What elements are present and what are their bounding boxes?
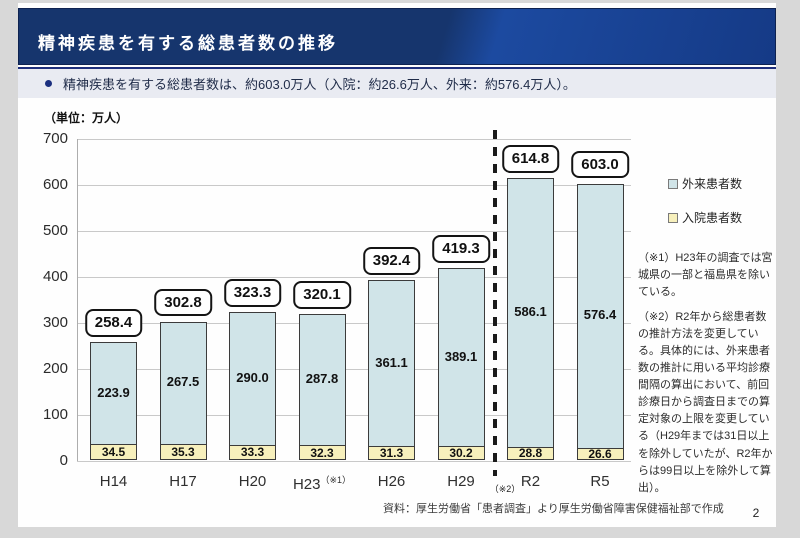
inpatient-value-label: 31.3 bbox=[379, 445, 404, 460]
bar-outpatient-segment bbox=[368, 280, 415, 447]
legend-label-outpatient: 外来患者数 bbox=[682, 177, 743, 191]
bar-inpatient-segment bbox=[298, 445, 346, 460]
bar-outpatient-segment bbox=[576, 183, 624, 449]
total-value-box: 302.8 bbox=[154, 288, 212, 317]
gridline bbox=[77, 369, 631, 370]
bar-outpatient-segment bbox=[229, 312, 276, 446]
total-value-box: 258.4 bbox=[84, 309, 143, 337]
x-axis-label: H17 bbox=[148, 473, 218, 490]
divider-note: （※2） bbox=[489, 484, 521, 494]
unit-label: （単位：万人） bbox=[44, 111, 129, 125]
note-2: （※2）R2年から総患者数の推計方法を変更している。具体的には、外来患者数の推計… bbox=[638, 311, 773, 494]
total-value-box: 320.1 bbox=[293, 280, 351, 309]
total-value-box: 419.3 bbox=[432, 235, 490, 263]
y-axis-tick-label: 400 bbox=[42, 268, 68, 285]
inpatient-value-label: 34.5 bbox=[101, 445, 126, 460]
gridline bbox=[77, 231, 631, 232]
outpatient-value-label: 389.1 bbox=[444, 348, 478, 364]
page-number: 2 bbox=[752, 506, 760, 520]
inpatient-value-label: 28.8 bbox=[518, 446, 543, 461]
source-text: 資料：厚生労働省「患者調査」より厚生労働省障害保健福祉部で作成 bbox=[383, 503, 724, 515]
inpatient-value-label: 30.2 bbox=[449, 446, 473, 461]
legend-label-inpatient: 入院患者数 bbox=[682, 211, 743, 225]
bar-outpatient-segment bbox=[298, 313, 346, 447]
bar-inpatient-segment bbox=[437, 446, 485, 460]
y-axis-tick-label: 500 bbox=[42, 222, 68, 239]
bar-inpatient-segment bbox=[576, 447, 624, 460]
legend-item-outpatient: 外来患者数 bbox=[668, 175, 742, 192]
bar-outpatient-segment bbox=[159, 321, 207, 445]
outpatient-value-label: 290.0 bbox=[236, 369, 269, 385]
y-axis-tick-label: 300 bbox=[42, 314, 68, 331]
x-axis-label-text: H14 bbox=[99, 473, 128, 490]
gridline bbox=[77, 461, 631, 462]
x-axis-label-text: H29 bbox=[447, 473, 475, 490]
x-axis-label: H14 bbox=[79, 473, 149, 490]
y-axis-tick-label: 600 bbox=[42, 176, 68, 193]
y-axis-tick-label: 0 bbox=[59, 452, 68, 469]
gridline bbox=[77, 185, 631, 186]
x-axis-label: H29 bbox=[426, 473, 496, 490]
legend: 外来患者数 入院患者数 bbox=[668, 175, 742, 243]
y-axis-tick-label: 700 bbox=[42, 130, 68, 147]
y-axis-tick-label: 100 bbox=[42, 406, 68, 423]
total-value-box: 603.0 bbox=[571, 150, 629, 179]
x-axis-label-text: H23 bbox=[292, 476, 321, 493]
x-axis-label-text: H17 bbox=[169, 473, 197, 490]
y-axis-line bbox=[77, 139, 78, 461]
legend-item-inpatient: 入院患者数 bbox=[668, 209, 742, 226]
x-axis-label: H23（※1） bbox=[287, 473, 357, 493]
bar-inpatient-segment bbox=[229, 444, 276, 460]
x-axis-label: R5 bbox=[565, 473, 635, 490]
inpatient-value-label: 26.6 bbox=[588, 446, 612, 461]
gridline bbox=[77, 139, 631, 140]
bar-outpatient-segment bbox=[90, 342, 137, 446]
gridline bbox=[77, 323, 631, 324]
slide: 精神疾患を有する総患者数の推移 精神疾患を有する総患者数は、約603.0万人（入… bbox=[18, 3, 776, 527]
x-axis-label-text: H20 bbox=[238, 473, 267, 490]
x-axis-label-text: H26 bbox=[377, 473, 406, 490]
outpatient-value-label: 267.5 bbox=[166, 374, 200, 390]
summary-row: 精神疾患を有する総患者数は、約603.0万人（入院：約26.6万人、外来：約57… bbox=[18, 67, 776, 98]
header-band: 精神疾患を有する総患者数の推移 bbox=[18, 8, 776, 65]
total-value-box: 392.4 bbox=[362, 247, 421, 276]
summary-text: 精神疾患を有する総患者数は、約603.0万人（入院：約26.6万人、外来：約57… bbox=[63, 77, 576, 92]
bullet-icon bbox=[45, 80, 52, 87]
inpatient-value-label: 33.3 bbox=[240, 445, 265, 460]
x-axis-label-text: R2 bbox=[520, 473, 541, 490]
page-title: 精神疾患を有する総患者数の推移 bbox=[38, 34, 338, 53]
bar-inpatient-segment bbox=[90, 444, 137, 460]
note-1: （※1）H23年の調査では宮城県の一部と福島県を除いている。 bbox=[638, 252, 773, 299]
bar-inpatient-segment bbox=[368, 445, 415, 460]
divider-dashed-line bbox=[493, 130, 497, 476]
bar-inpatient-segment bbox=[507, 446, 554, 460]
x-axis-label-text: R5 bbox=[590, 473, 610, 490]
bar-outpatient-segment bbox=[437, 268, 485, 448]
y-axis-tick-label: 200 bbox=[42, 360, 68, 377]
x-axis-label-note: （※1） bbox=[320, 475, 352, 485]
inpatient-value-label: 35.3 bbox=[171, 444, 195, 459]
x-axis-label: H26 bbox=[357, 473, 427, 490]
total-value-box: 323.3 bbox=[223, 279, 282, 308]
gridline bbox=[77, 277, 631, 278]
legend-swatch-outpatient-icon bbox=[668, 178, 678, 189]
bar-inpatient-segment bbox=[159, 443, 207, 460]
x-axis-label: H20 bbox=[218, 473, 288, 490]
outpatient-value-label: 287.8 bbox=[305, 370, 339, 386]
gridline bbox=[77, 415, 631, 416]
legend-swatch-inpatient-icon bbox=[668, 212, 678, 223]
inpatient-value-label: 32.3 bbox=[310, 445, 334, 460]
outpatient-value-label: 576.4 bbox=[583, 307, 617, 323]
outpatient-value-label: 586.1 bbox=[514, 303, 547, 319]
x-axis-label: R2 bbox=[496, 473, 566, 490]
outpatient-value-label: 223.9 bbox=[97, 384, 130, 400]
outpatient-value-label: 361.1 bbox=[375, 354, 408, 370]
total-value-box: 614.8 bbox=[501, 145, 560, 173]
chart-area: 0 100 200 300 400 500 600 700 223.9 34.5 258.4 H14 2… bbox=[18, 3, 776, 527]
notes-panel: （※1）H23年の調査では宮城県の一部と福島県を除いている。 （※2）R2年から… bbox=[638, 250, 777, 505]
